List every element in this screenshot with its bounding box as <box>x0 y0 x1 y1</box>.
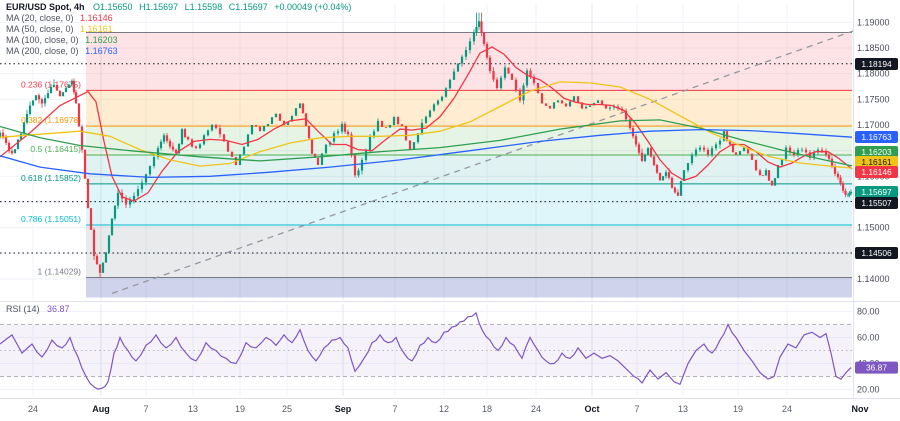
fib-label-1: 1 (1.14029) <box>38 267 82 277</box>
ma100-label: MA (100, close, 0) <box>6 35 79 45</box>
price-badge-1.14506: 1.14506 <box>855 247 898 259</box>
svg-text:1.14506: 1.14506 <box>861 248 892 258</box>
price-axis[interactable]: 1.190001.185001.180001.175001.170001.165… <box>853 0 899 398</box>
price-tick: 1.17000 <box>857 120 890 130</box>
price-badge-1.16161: 1.16161 <box>855 156 898 168</box>
price-badge-1.16763: 1.16763 <box>855 131 898 143</box>
ma20-legend-row[interactable]: MA (20, close, 0) 1.16146 <box>6 13 351 24</box>
rsi-legend-row[interactable]: RSI (14) 36.87 <box>6 304 70 314</box>
ohlc-high: H1.15697 <box>139 2 179 12</box>
moving-averages <box>0 46 853 202</box>
fib-label-0.382: 0.382 (1.16978) <box>21 115 81 125</box>
price-badge-1.16146: 1.16146 <box>855 166 898 178</box>
ohlc-open: O1.15650 <box>93 2 133 12</box>
symbol-legend: EUR/USD Spot, 4h O1.15650 H1.15697 L1.15… <box>6 2 351 57</box>
time-label-Aug: Aug <box>92 404 110 414</box>
ma100-value: 1.16203 <box>85 35 118 45</box>
svg-text:1.16763: 1.16763 <box>861 132 892 142</box>
svg-text:1.15697: 1.15697 <box>861 187 892 197</box>
rsi-tick: 60.00 <box>857 333 880 343</box>
fib-label-0.618: 0.618 (1.15852) <box>21 173 81 183</box>
time-label-24: 24 <box>782 404 792 414</box>
symbol-ohlc-row[interactable]: EUR/USD Spot, 4h O1.15650 H1.15697 L1.15… <box>6 2 351 13</box>
price-tick: 1.18000 <box>857 69 890 79</box>
rsi-badge: 36.87 <box>855 361 898 374</box>
ma100-legend-row[interactable]: MA (100, close, 0) 1.16203 <box>6 35 351 46</box>
time-label-25: 25 <box>282 404 292 414</box>
price-badge-1.16203: 1.16203 <box>855 146 898 158</box>
ohlc-low: L1.15598 <box>184 2 223 12</box>
ma100-line <box>0 119 853 167</box>
price-badge-1.18194: 1.18194 <box>855 58 898 70</box>
time-label-13: 13 <box>678 404 688 414</box>
price-tick: 1.14000 <box>857 274 890 284</box>
rsi-line <box>0 311 852 390</box>
ma50-legend-row[interactable]: MA (50, close, 0) 1.16161 <box>6 24 351 35</box>
svg-text:1.15507: 1.15507 <box>861 198 892 208</box>
ohlc-change: +0.00049 (+0.04%) <box>274 2 352 12</box>
time-label-Nov: Nov <box>851 404 868 414</box>
symbol-title: EUR/USD Spot, 4h <box>6 2 85 12</box>
rsi-label: RSI (14) <box>6 304 40 314</box>
time-label-7: 7 <box>634 404 639 414</box>
svg-text:1.16146: 1.16146 <box>861 167 892 177</box>
time-label-19: 19 <box>733 404 743 414</box>
ma200-line <box>0 128 853 179</box>
ma200-legend-row[interactable]: MA (200, close, 0) 1.16763 <box>6 46 351 57</box>
time-label-18: 18 <box>482 404 492 414</box>
time-label-12: 12 <box>439 404 449 414</box>
svg-text:1.18194: 1.18194 <box>861 59 892 69</box>
fib-retracement[interactable]: 0.236 (1.17675)0.382 (1.16978)0.5 (1.164… <box>21 32 852 298</box>
time-label-13: 13 <box>188 404 198 414</box>
ma50-value: 1.16161 <box>80 24 113 34</box>
ma200-value: 1.16763 <box>85 46 118 56</box>
time-axis[interactable]: 24 Aug 7 13 19 25 Sep 7 12 18 24 Oct 7 13 19 24 Nov <box>28 404 869 414</box>
ma200-label: MA (200, close, 0) <box>6 46 79 56</box>
price-tick: 1.19000 <box>857 17 890 27</box>
ma50-line <box>0 81 853 169</box>
price-tick: 1.18500 <box>857 43 890 53</box>
svg-text:1.16161: 1.16161 <box>861 157 892 167</box>
fib-label-0.5: 0.5 (1.16415) <box>30 144 81 154</box>
trendline[interactable] <box>111 26 866 294</box>
ohlc-close: C1.15697 <box>228 2 268 12</box>
time-label-7: 7 <box>392 404 397 414</box>
fib-label-0.786: 0.786 (1.15051) <box>21 214 81 224</box>
price-tick: 1.17500 <box>857 94 890 104</box>
ma50-label: MA (50, close, 0) <box>6 24 74 34</box>
rsi-tick: 80.00 <box>857 307 880 317</box>
time-label-24: 24 <box>531 404 541 414</box>
price-badge-1.15697: 1.15697 <box>855 186 898 198</box>
time-label-7: 7 <box>143 404 148 414</box>
rsi-value: 36.87 <box>47 304 70 314</box>
time-label-19: 19 <box>235 404 245 414</box>
time-label-Sep: Sep <box>335 404 352 414</box>
price-tick: 1.15000 <box>857 223 890 233</box>
time-label-24: 24 <box>28 404 38 414</box>
time-label-Oct: Oct <box>584 404 599 414</box>
ma20-line <box>0 46 853 202</box>
svg-text:1.16203: 1.16203 <box>861 147 892 157</box>
price-badge-1.15507: 1.15507 <box>855 197 898 209</box>
ma20-label: MA (20, close, 0) <box>6 13 74 23</box>
svg-text:36.87: 36.87 <box>866 363 887 373</box>
ma20-value: 1.16146 <box>80 13 113 23</box>
rsi-tick: 20.00 <box>857 385 880 395</box>
